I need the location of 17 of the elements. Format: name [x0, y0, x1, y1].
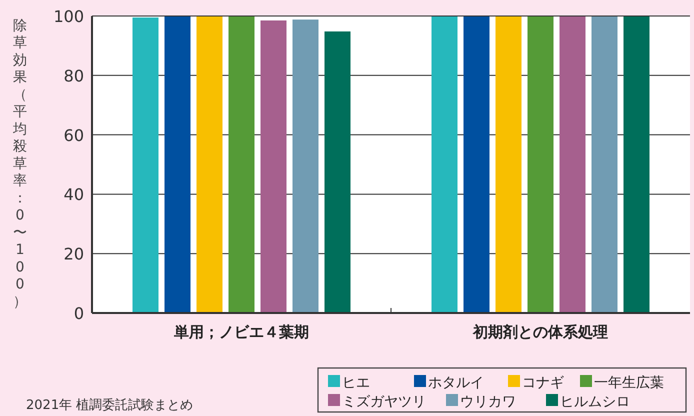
y-tick-label: 80: [64, 66, 84, 86]
y-tick-label: 100: [53, 7, 84, 26]
y-tick-label: 40: [64, 185, 84, 204]
y-tick-label: 60: [64, 126, 84, 145]
legend-label: ミズガヤツリ: [342, 394, 426, 410]
legend-label: ウリカワ: [460, 394, 516, 410]
x-tick-label: 単用；ノビエ４葉期: [173, 323, 309, 341]
legend-label: ホタルイ: [428, 375, 484, 391]
y-tick-label: 0: [74, 304, 84, 323]
legend-label: コナギ: [522, 375, 564, 391]
text: 除草効果（平均殺草率：0〜100）: [13, 18, 27, 310]
legend-label: ヒエ: [342, 375, 370, 391]
y-tick-label: 20: [64, 244, 84, 264]
legend-label: 一年生広葉: [594, 375, 664, 391]
x-tick-label: 初期剤との体系処理: [472, 323, 608, 341]
legend-label: ヒルムシロ: [560, 394, 630, 410]
text: 2021年 植調委託試験まとめ: [26, 398, 194, 413]
